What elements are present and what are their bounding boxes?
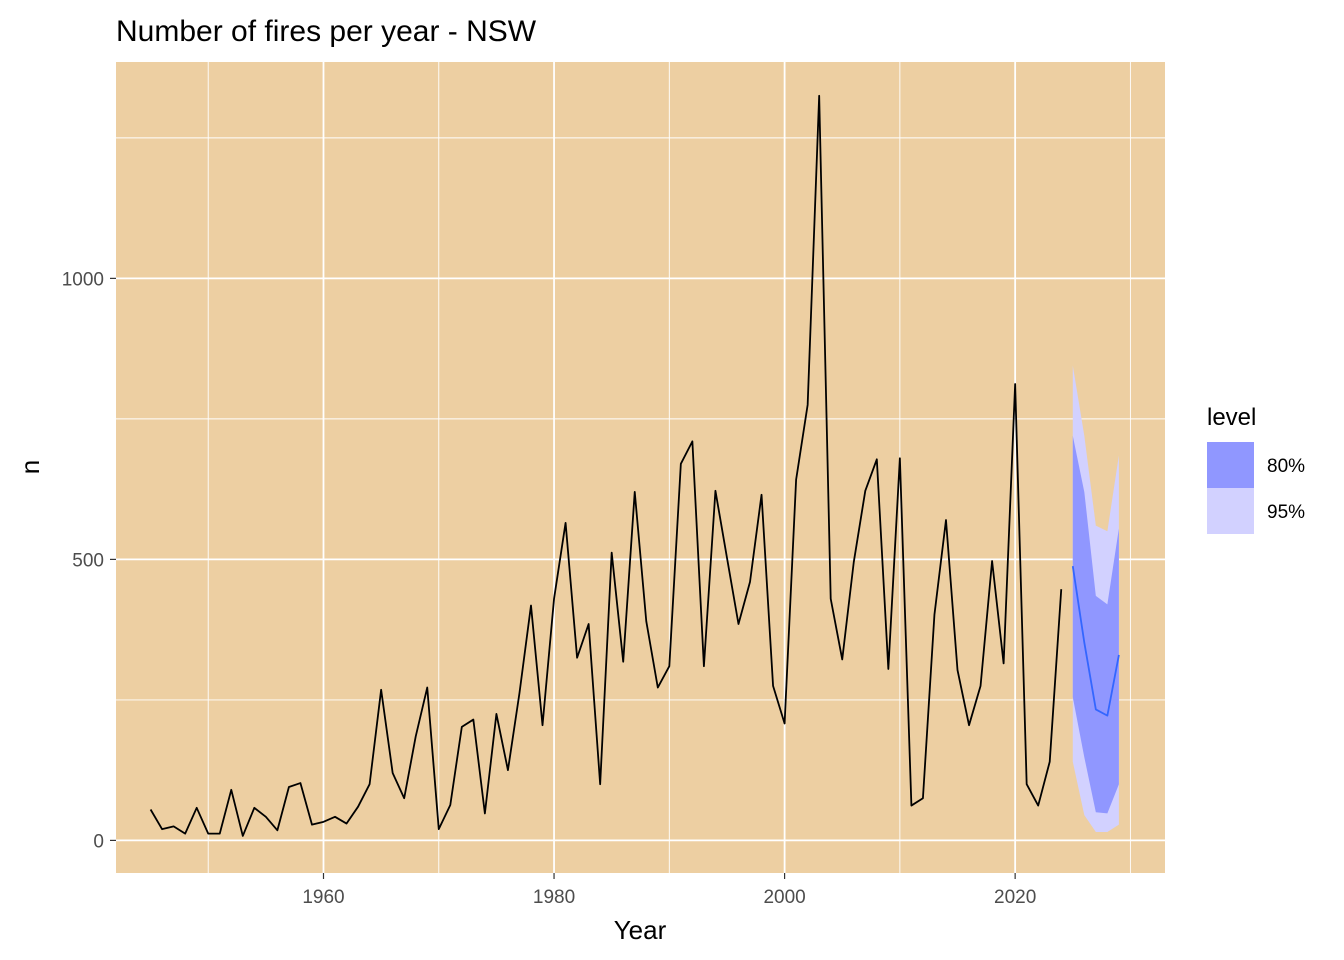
legend: level 80% 95% — [1207, 404, 1305, 534]
y-tick-label: 1000 — [62, 269, 104, 290]
legend-label: 95% — [1267, 502, 1305, 523]
chart-title: Number of fires per year - NSW — [116, 15, 537, 48]
x-axis: 1960 1980 2000 2020 — [302, 873, 1036, 908]
forecast-mean-line — [1071, 566, 1120, 717]
plot-panel — [116, 62, 1165, 873]
y-axis-title: n — [15, 460, 45, 474]
series-line — [149, 94, 1063, 837]
legend-label: 80% — [1267, 456, 1305, 477]
y-tick-label: 0 — [93, 831, 104, 852]
legend-key-95 — [1207, 488, 1254, 534]
panel-background — [116, 62, 1165, 873]
x-tick-label: 1980 — [533, 887, 575, 908]
x-tick-label: 2020 — [994, 887, 1036, 908]
x-tick-label: 1960 — [302, 887, 344, 908]
series-lines — [149, 94, 1120, 837]
legend-title: level — [1207, 404, 1256, 431]
y-tick-label: 500 — [72, 550, 104, 571]
legend-key-80 — [1207, 442, 1254, 488]
x-tick-label: 2000 — [763, 887, 805, 908]
minor-gridlines — [116, 62, 1165, 873]
forecast-band-80 — [1072, 435, 1119, 814]
y-axis: 0 500 1000 — [62, 269, 116, 852]
x-axis-title: Year — [614, 915, 667, 945]
